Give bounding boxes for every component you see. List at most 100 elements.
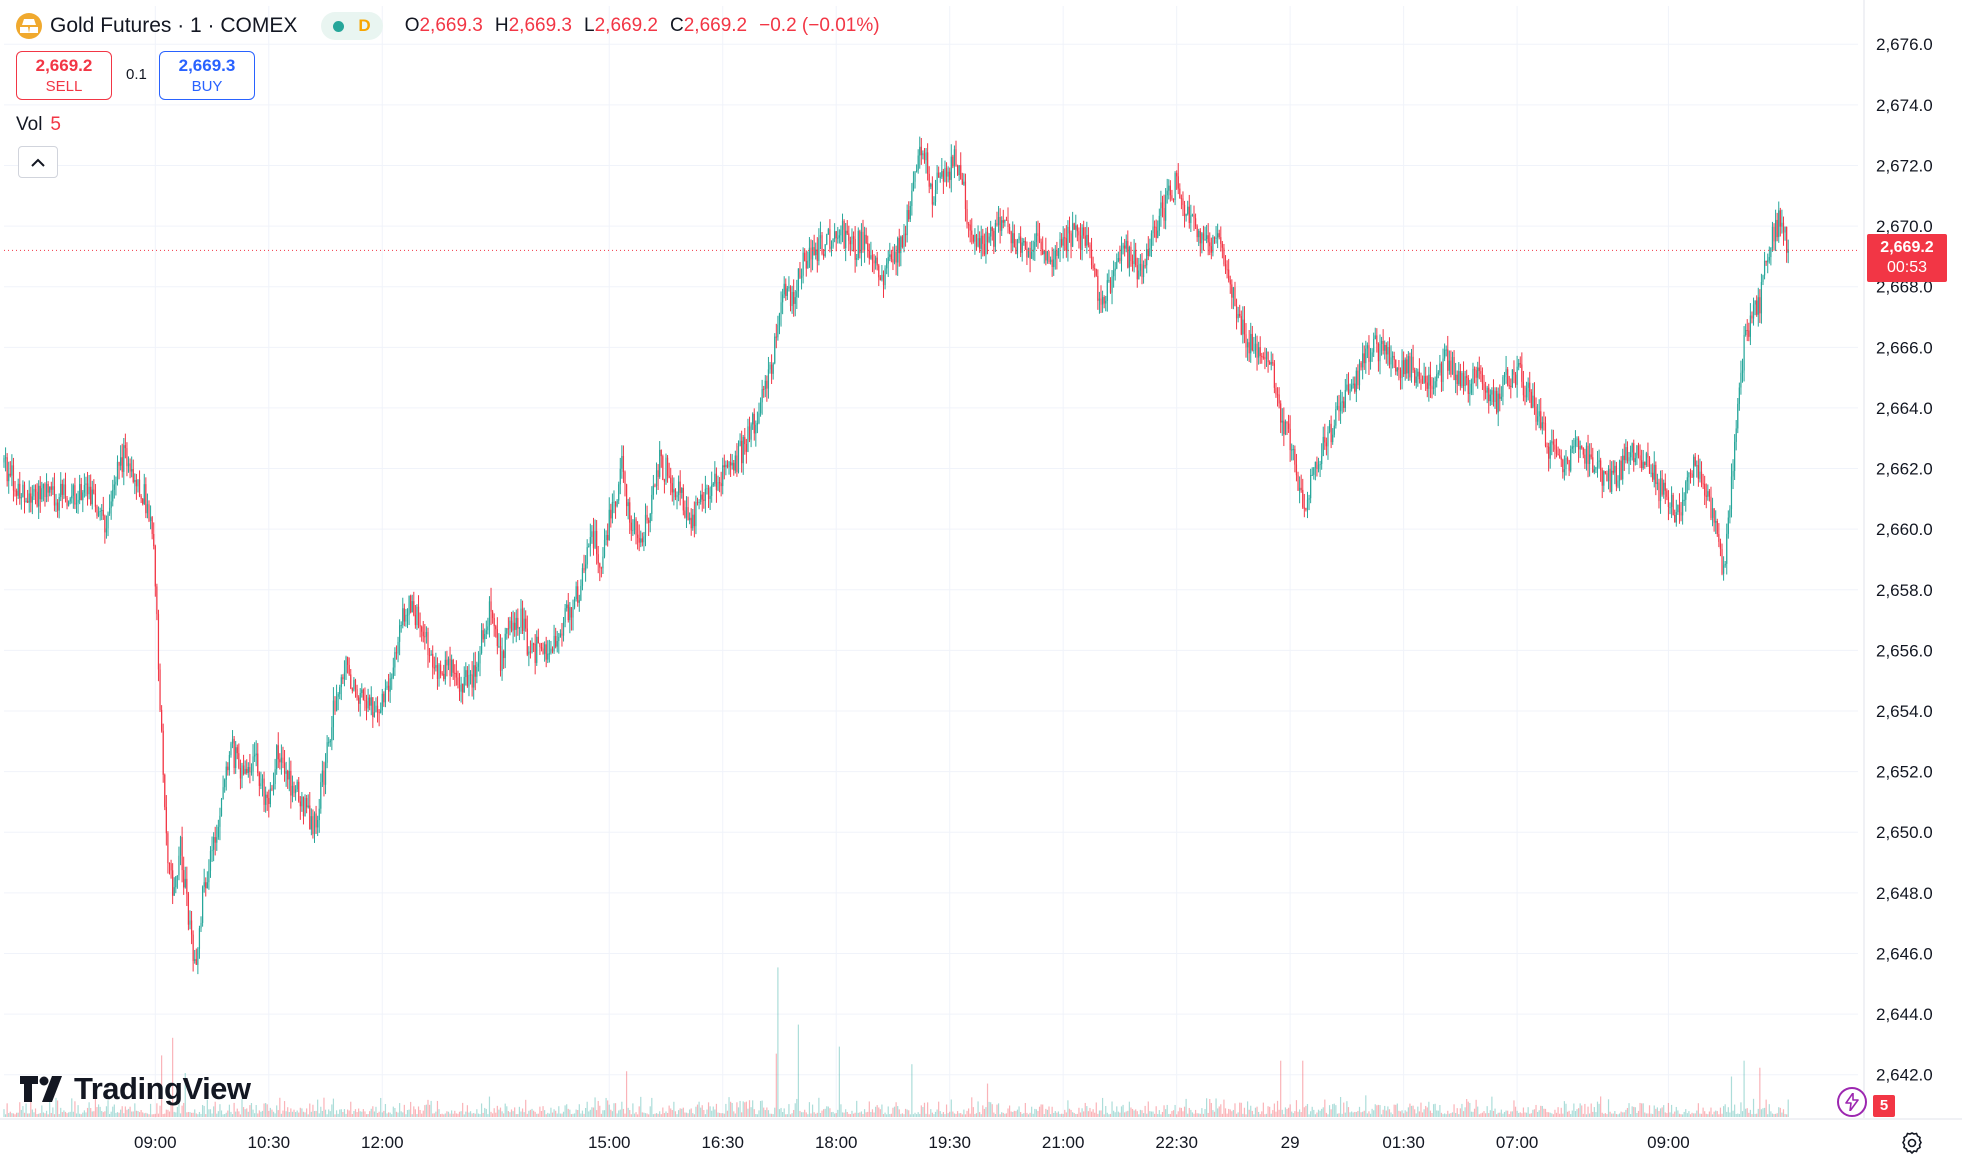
candle-body: [72, 485, 74, 496]
sell-button[interactable]: 2,669.2 SELL: [16, 51, 112, 100]
volume-bar: [1604, 1113, 1606, 1117]
volume-bar: [425, 1104, 428, 1117]
volume-bar: [1373, 1110, 1375, 1117]
volume-bar: [1554, 1109, 1556, 1117]
volume-bar: [205, 1114, 207, 1117]
volume-bar: [1448, 1113, 1450, 1117]
candle-body: [1475, 370, 1477, 378]
candle-body: [625, 484, 628, 507]
buy-button[interactable]: 2,669.3 BUY: [159, 51, 255, 100]
candle-body: [367, 697, 369, 709]
candle-body: [93, 489, 95, 494]
volume-bar: [1248, 1109, 1250, 1117]
candle-body: [1147, 249, 1149, 257]
candle-body: [1696, 465, 1698, 467]
candle-body: [1180, 198, 1182, 200]
volume-bar: [1333, 1103, 1335, 1117]
volume-bar: [118, 1112, 120, 1117]
volume-bar: [1142, 1113, 1145, 1117]
candle-body: [1105, 300, 1107, 304]
volume-bar: [1708, 1111, 1711, 1117]
candle-body: [1631, 443, 1633, 453]
volume-bar: [548, 1113, 550, 1117]
candle-body: [225, 766, 227, 780]
volume-bar: [811, 1104, 814, 1117]
candle-body: [140, 496, 142, 499]
candle-body: [589, 536, 591, 547]
volume-bar: [550, 1107, 552, 1117]
candle-body: [83, 485, 85, 493]
candle-body: [1529, 382, 1531, 392]
volume-bar: [583, 1113, 585, 1117]
candle-body: [1183, 204, 1186, 217]
candle-body: [260, 783, 262, 786]
volume-bar: [1721, 1113, 1723, 1117]
volume-bar: [427, 1099, 429, 1117]
candle-body: [1548, 446, 1550, 459]
candle-body: [75, 502, 78, 505]
volume-bar: [3, 1109, 5, 1117]
volume-bar: [1294, 1111, 1296, 1117]
chart-settings-button[interactable]: [1899, 1130, 1925, 1156]
volume-bar: [1098, 1110, 1101, 1117]
candle-body: [506, 628, 508, 634]
volume-bar: [797, 1024, 799, 1117]
volume-bar: [1494, 1108, 1496, 1117]
volume-legend[interactable]: Vol 5: [16, 114, 61, 136]
volume-bar: [1119, 1112, 1121, 1117]
volume-bar: [1116, 1106, 1118, 1117]
volume-bar: [739, 1100, 741, 1117]
gold-bars-icon[interactable]: [16, 13, 42, 39]
collapse-legend-button[interactable]: [18, 146, 58, 178]
symbol-title[interactable]: Gold Futures · 1 · COMEX: [50, 14, 298, 37]
candle-body: [1710, 496, 1712, 518]
volume-bar: [1648, 1105, 1651, 1117]
volume-bar: [1179, 1107, 1181, 1117]
candle-body: [919, 146, 921, 156]
candle-body: [157, 614, 160, 670]
volume-bar: [1306, 1104, 1309, 1117]
volume-bar: [495, 1112, 497, 1117]
volume-bar: [1697, 1103, 1699, 1117]
volume-bar: [1038, 1106, 1041, 1117]
candle-body: [220, 799, 223, 816]
volume-bar: [83, 1110, 85, 1117]
volume-bar: [1407, 1107, 1409, 1117]
candle-body: [1013, 233, 1015, 248]
candle-body: [395, 652, 398, 654]
tradingview-logo[interactable]: TradingView: [20, 1071, 251, 1107]
volume-bar: [1462, 1111, 1465, 1117]
volume-bar: [863, 1109, 866, 1117]
volume-bar: [447, 1111, 450, 1117]
volume-bar: [782, 1111, 784, 1117]
volume-bar: [1537, 1111, 1539, 1117]
candle-body: [277, 745, 279, 760]
candle-body: [1314, 461, 1316, 468]
candle-body: [1347, 384, 1350, 394]
volume-bar: [1109, 1113, 1112, 1117]
candle-body: [1659, 478, 1662, 502]
volume-bar: [1771, 1113, 1774, 1117]
volume-bar: [723, 1113, 725, 1117]
volume-bar: [1579, 1103, 1581, 1117]
volume-bar: [676, 1114, 678, 1117]
candle-body: [1406, 359, 1408, 374]
candle-body: [77, 499, 79, 503]
candle-body: [488, 601, 491, 627]
volume-bar: [1655, 1108, 1657, 1117]
candle-body: [1068, 226, 1071, 234]
volume-bar: [747, 1108, 749, 1117]
volume-bar: [526, 1113, 528, 1117]
alerts-button[interactable]: [1837, 1087, 1867, 1117]
market-status-pill[interactable]: D: [321, 12, 383, 40]
candle-body: [1351, 385, 1353, 390]
candle-body: [263, 778, 265, 805]
volume-bar: [1207, 1112, 1209, 1117]
volume-bar: [1062, 1113, 1064, 1117]
volume-bar: [1770, 1111, 1772, 1117]
volume-bar: [1510, 1111, 1512, 1117]
candle-body: [1603, 471, 1605, 486]
volume-bar: [561, 1113, 563, 1117]
